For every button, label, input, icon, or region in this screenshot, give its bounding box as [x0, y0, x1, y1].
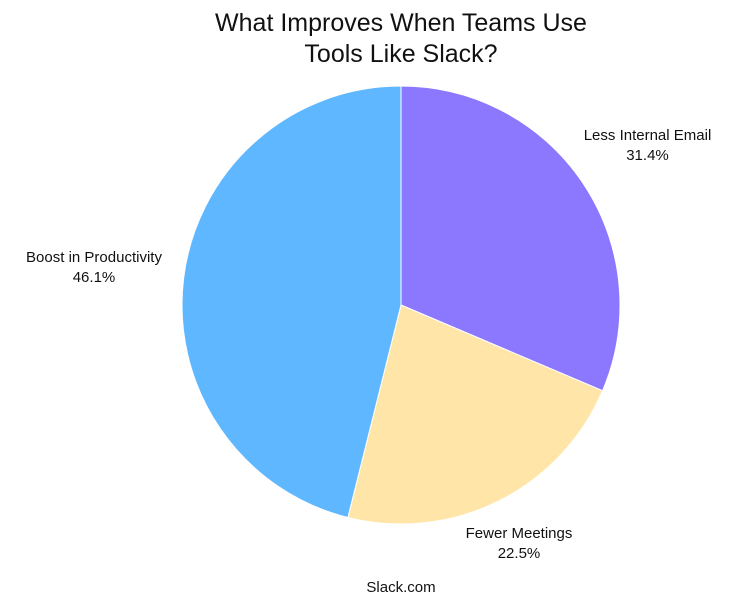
chart-title-line-1: What Improves When Teams Use — [215, 9, 587, 37]
slice-label-percent: 46.1% — [72, 269, 116, 286]
slice-label-less-internal-email: Less Internal Email 31.4% — [575, 126, 720, 166]
slice-label-boost-in-productivity: Boost in Productivity 46.1% — [10, 248, 178, 288]
chart-title-line-2: Tools Like Slack? — [304, 40, 498, 68]
slice-label-name: Fewer Meetings — [465, 525, 573, 542]
pie-slice-fewer-meetings — [347, 304, 604, 525]
slice-label-percent: 31.4% — [626, 147, 669, 164]
slice-label-name: Less Internal Email — [583, 127, 712, 144]
source-note: Slack.com — [366, 579, 436, 596]
slice-label-fewer-meetings: Fewer Meetings 22.5% — [449, 524, 589, 564]
pie-slices — [181, 85, 621, 525]
pie-slice-less-internal-email — [400, 85, 621, 392]
slice-label-percent: 22.5% — [497, 545, 541, 562]
chart-title: What Improves When Teams Use Tools Like … — [0, 8, 732, 70]
slice-label-name: Boost in Productivity — [26, 249, 162, 266]
pie-slice-boost-in-productivity — [181, 85, 402, 519]
